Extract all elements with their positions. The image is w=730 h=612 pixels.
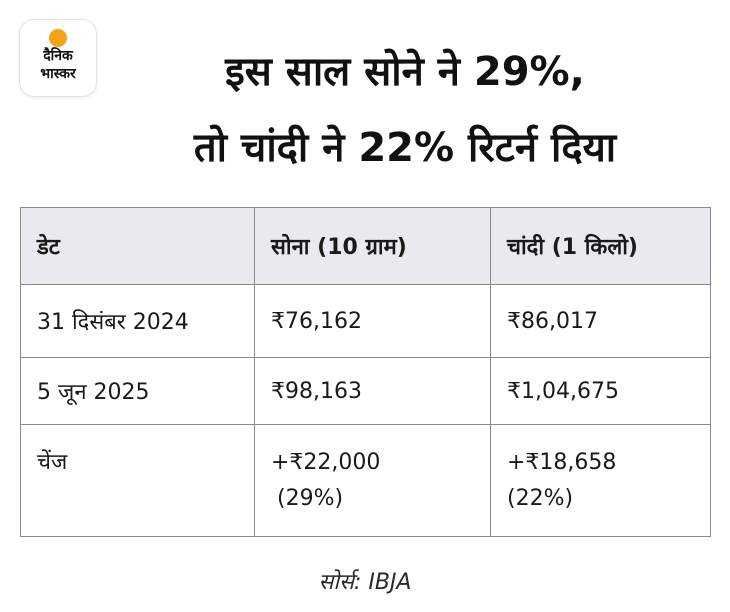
- sun-icon: [49, 29, 67, 47]
- header-date: डेट: [20, 207, 255, 285]
- cell-gold: ₹76,162: [254, 284, 491, 358]
- table-row: चेंज +₹22,000 (29%) +₹18,658 (22%): [20, 424, 711, 537]
- headline-line2: तो चांदी ने 22% रिटर्न दिया: [193, 125, 617, 171]
- table-row: 5 जून 2025 ₹98,163 ₹1,04,675: [20, 357, 711, 425]
- dainik-bhaskar-logo: दैनिक भास्कर: [20, 20, 96, 96]
- logo-text-line1: दैनिक: [43, 48, 73, 64]
- silver-change-percent: (22%): [507, 486, 574, 511]
- header-silver: चांदी (1 किलो): [490, 207, 711, 285]
- cell-change-label: चेंज: [20, 424, 255, 537]
- cell-gold: ₹98,163: [254, 357, 491, 425]
- cell-silver: ₹86,017: [490, 284, 711, 358]
- gold-change-percent: (29%): [277, 486, 344, 511]
- table-header-row: डेट सोना (10 ग्राम) चांदी (1 किलो): [20, 207, 711, 285]
- cell-date: 5 जून 2025: [20, 357, 255, 425]
- cell-gold-change: +₹22,000 (29%): [254, 424, 491, 537]
- logo-text-line2: भास्कर: [40, 66, 76, 82]
- cell-date: 31 दिसंबर 2024: [20, 284, 255, 358]
- cell-silver-change: +₹18,658 (22%): [490, 424, 711, 537]
- gold-change-amount: +₹22,000: [271, 450, 381, 475]
- headline-line1: इस साल सोने ने 29%,: [225, 49, 585, 95]
- table-row: 31 दिसंबर 2024 ₹76,162 ₹86,017: [20, 284, 711, 358]
- source-note: सोर्स: IBJA: [318, 570, 412, 595]
- cell-silver: ₹1,04,675: [490, 357, 711, 425]
- header-gold: सोना (10 ग्राम): [254, 207, 491, 285]
- price-comparison-table: डेट सोना (10 ग्राम) चांदी (1 किलो) 31 दि…: [20, 207, 711, 537]
- headline: इस साल सोने ने 29%, तो चांदी ने 22% रिटर…: [100, 34, 710, 186]
- silver-change-amount: +₹18,658: [507, 450, 617, 475]
